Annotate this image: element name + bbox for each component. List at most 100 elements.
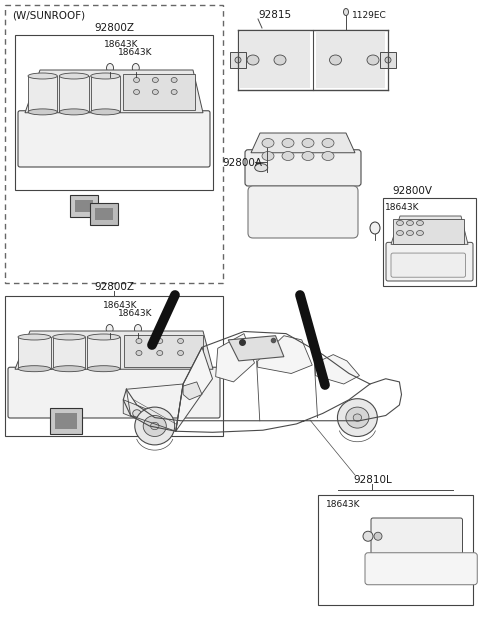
Bar: [95, 208, 113, 220]
Ellipse shape: [106, 325, 113, 334]
Polygon shape: [251, 133, 355, 153]
FancyBboxPatch shape: [18, 110, 210, 167]
Ellipse shape: [302, 138, 314, 147]
Polygon shape: [391, 216, 468, 244]
Bar: [5, 296, 223, 436]
Ellipse shape: [262, 152, 274, 160]
Polygon shape: [123, 400, 149, 424]
Ellipse shape: [152, 89, 158, 94]
Bar: [91, 76, 120, 112]
Ellipse shape: [18, 334, 51, 340]
Ellipse shape: [107, 64, 114, 73]
Bar: [393, 219, 464, 244]
Ellipse shape: [91, 73, 120, 79]
Text: 92810L: 92810L: [353, 475, 392, 485]
Text: 92815: 92815: [258, 10, 291, 20]
Bar: [240, 32, 310, 88]
Ellipse shape: [91, 109, 120, 115]
Ellipse shape: [87, 334, 120, 340]
Ellipse shape: [385, 57, 391, 63]
Bar: [316, 32, 385, 88]
Bar: [123, 74, 195, 110]
Ellipse shape: [134, 325, 142, 334]
Text: 92800A: 92800A: [222, 158, 262, 168]
Bar: [90, 203, 118, 225]
Bar: [383, 198, 476, 286]
Ellipse shape: [135, 407, 175, 445]
Ellipse shape: [18, 366, 51, 371]
Text: (W/SUNROOF): (W/SUNROOF): [12, 10, 85, 20]
Ellipse shape: [235, 57, 241, 63]
Bar: [55, 413, 77, 429]
Ellipse shape: [274, 55, 286, 65]
Polygon shape: [176, 347, 213, 431]
Polygon shape: [315, 355, 360, 384]
Ellipse shape: [346, 407, 369, 428]
Bar: [15, 35, 213, 190]
Ellipse shape: [262, 138, 274, 147]
Ellipse shape: [322, 152, 334, 160]
Text: 18643K: 18643K: [118, 48, 153, 57]
FancyBboxPatch shape: [8, 367, 220, 418]
Polygon shape: [258, 336, 312, 373]
Ellipse shape: [136, 339, 142, 344]
Ellipse shape: [151, 422, 159, 429]
Ellipse shape: [407, 231, 413, 236]
Polygon shape: [25, 70, 203, 113]
Ellipse shape: [157, 339, 163, 344]
Ellipse shape: [329, 55, 341, 65]
Polygon shape: [216, 334, 254, 382]
Ellipse shape: [178, 339, 183, 344]
Bar: [50, 408, 82, 434]
Ellipse shape: [396, 231, 404, 236]
Ellipse shape: [370, 222, 380, 234]
Bar: [124, 335, 204, 367]
Text: 92800Z: 92800Z: [94, 23, 134, 33]
Ellipse shape: [367, 55, 379, 65]
Ellipse shape: [152, 78, 158, 83]
Text: 18643K: 18643K: [103, 301, 138, 310]
Ellipse shape: [282, 138, 294, 147]
Ellipse shape: [407, 220, 413, 225]
Ellipse shape: [302, 152, 314, 160]
Bar: [75, 200, 93, 212]
Ellipse shape: [353, 414, 361, 421]
FancyBboxPatch shape: [248, 186, 358, 238]
Ellipse shape: [132, 64, 139, 73]
Ellipse shape: [60, 73, 89, 79]
Ellipse shape: [132, 410, 141, 417]
Bar: [28, 76, 57, 112]
Ellipse shape: [322, 138, 334, 147]
Ellipse shape: [87, 366, 120, 371]
Bar: [87, 337, 120, 369]
Ellipse shape: [143, 415, 166, 436]
Bar: [70, 195, 98, 217]
Ellipse shape: [157, 350, 163, 355]
FancyBboxPatch shape: [386, 242, 473, 281]
Ellipse shape: [417, 220, 423, 225]
Text: 18643K: 18643K: [119, 309, 153, 318]
Ellipse shape: [133, 89, 140, 94]
Ellipse shape: [178, 350, 183, 355]
FancyBboxPatch shape: [365, 553, 477, 585]
Ellipse shape: [28, 109, 57, 115]
FancyBboxPatch shape: [391, 253, 466, 277]
Text: 18643K: 18643K: [104, 40, 139, 49]
Bar: [18, 337, 51, 369]
Ellipse shape: [60, 109, 89, 115]
Ellipse shape: [374, 532, 382, 540]
Text: 18643K: 18643K: [326, 500, 360, 509]
Ellipse shape: [363, 531, 373, 541]
Ellipse shape: [282, 152, 294, 160]
Polygon shape: [15, 331, 213, 369]
FancyBboxPatch shape: [371, 518, 463, 555]
Ellipse shape: [171, 89, 177, 94]
Polygon shape: [183, 382, 202, 400]
Bar: [318, 495, 473, 605]
Ellipse shape: [136, 350, 142, 355]
Text: 92800V: 92800V: [392, 186, 432, 196]
FancyBboxPatch shape: [245, 150, 361, 186]
Bar: [380, 52, 396, 68]
Ellipse shape: [337, 399, 377, 436]
Text: 92800Z: 92800Z: [94, 282, 134, 292]
